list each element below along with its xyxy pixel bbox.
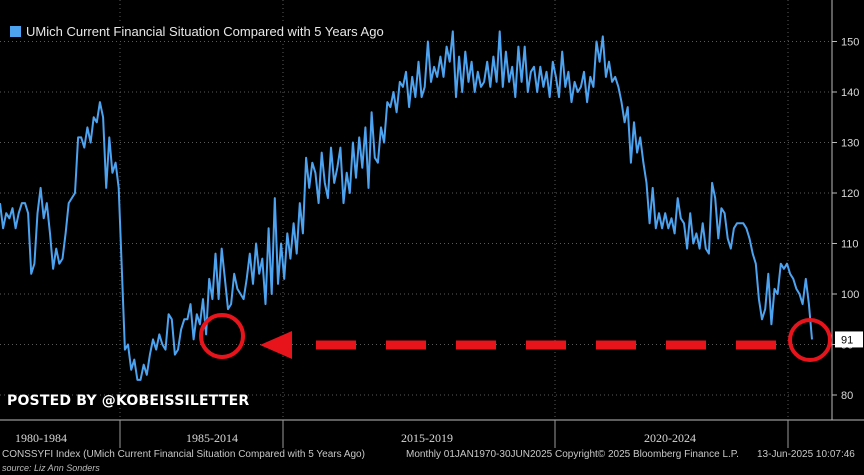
footer-range: Monthly 01JAN1970-30JUN2025 <box>406 449 553 460</box>
series-group <box>0 30 813 381</box>
x-period-label: 1985-2014 <box>186 431 238 445</box>
annotation-group <box>199 313 832 362</box>
annotation-circle-right <box>788 318 832 362</box>
last-value-box <box>835 331 863 348</box>
y-tick-label: 80 <box>841 390 853 402</box>
x-axis: 1980-1984 1985-2014 2015-2019 2020-2024 <box>15 420 789 448</box>
x-period-label: 2015-2019 <box>401 431 453 445</box>
y-tick-label: 150 <box>841 37 859 49</box>
y-tick-label: 130 <box>841 138 859 150</box>
legend-label: UMich Current Financial Situation Compar… <box>26 24 384 39</box>
y-axis: 809010011012013014015091 <box>0 0 864 421</box>
source-note: source: Liz Ann Sonders <box>2 463 100 473</box>
y-tick-label: 140 <box>841 87 859 99</box>
footer-date: 13-Jun-2025 10:07:46 <box>757 449 855 460</box>
y-tick-label: 100 <box>841 289 859 301</box>
series-line <box>0 30 813 381</box>
legend-swatch <box>10 26 21 37</box>
chart-footer: CONSSYFI Index (UMich Current Financial … <box>0 446 864 464</box>
x-period-label: 2020-2024 <box>644 431 696 445</box>
y-tick-label: 110 <box>841 239 859 251</box>
grid-lines <box>0 0 832 420</box>
y-tick-label: 120 <box>841 188 859 200</box>
watermark-text: POSTED BY @KOBEISSILETTER <box>7 393 250 409</box>
footer-copyright: Copyright© 2025 Bloomberg Finance L.P. <box>555 449 739 460</box>
annotation-circle-left <box>199 313 245 359</box>
x-period-label: 1980-1984 <box>15 431 67 445</box>
chart-legend: UMich Current Financial Situation Compar… <box>6 22 388 41</box>
footer-index: CONSSYFI Index (UMich Current Financial … <box>2 449 365 460</box>
last-value-label: 91 <box>841 334 853 346</box>
annotation-arrowhead <box>260 331 292 359</box>
